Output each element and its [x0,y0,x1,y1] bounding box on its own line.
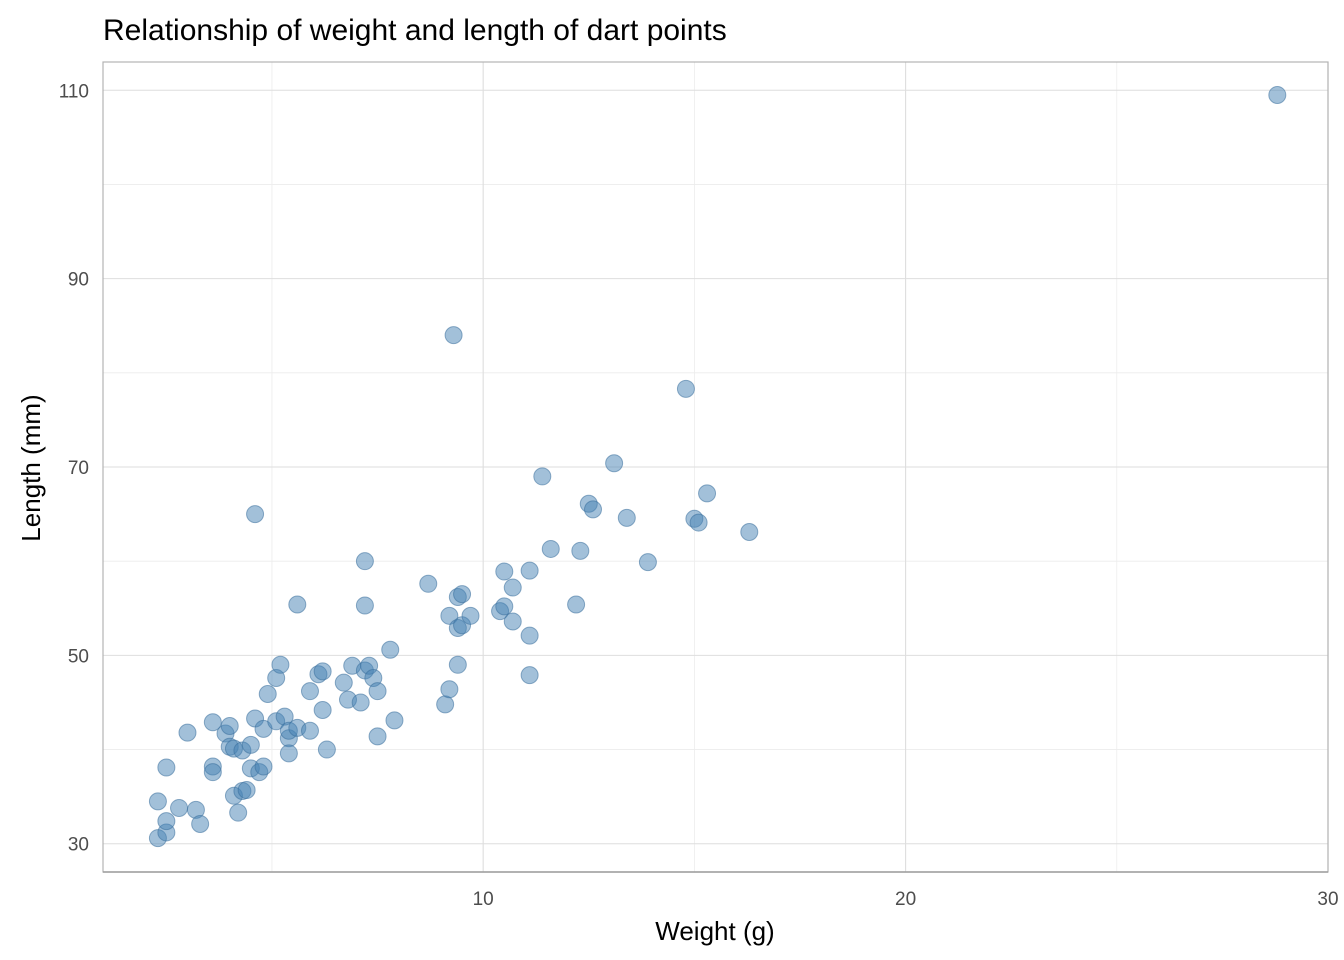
data-point-50 [355,596,374,615]
data-point-47 [351,693,370,712]
data-point-43 [317,740,336,759]
data-point-81 [584,500,602,519]
x-tick-label-20: 20 [895,889,916,910]
data-point-31 [271,655,290,674]
data-point-82 [605,454,624,473]
minor-gridlines [103,62,1328,872]
data-point-73 [520,561,539,580]
data-point-66 [453,585,472,604]
data-point-70 [495,562,514,581]
data-point-42 [313,701,332,719]
data-point-60 [440,606,459,625]
data-point-44 [334,673,353,692]
data-point-3 [148,792,167,811]
data-point-71 [503,578,522,597]
data-point-75 [520,666,539,685]
y-axis-title: Length (mm) [16,394,46,541]
data-point-34 [279,744,298,763]
data-point-26 [254,757,273,776]
data-point-89 [740,522,759,541]
data-point-20 [237,781,256,800]
data-point-38 [300,682,319,701]
y-tick-label-90: 90 [68,270,89,291]
data-point-56 [385,711,404,730]
data-point-8 [178,723,197,742]
data-point-17 [229,803,248,822]
data-point-49 [355,552,374,571]
data-point-88 [698,484,717,503]
data-point-5 [170,798,189,817]
data-point-57 [419,574,438,593]
data-point-58 [436,695,455,714]
data-point-39 [300,721,319,740]
data-point-74 [520,626,539,645]
data-point-85 [676,379,695,398]
data-point-90 [1268,85,1287,104]
data-point-84 [638,553,657,572]
data-point-76 [533,467,552,486]
data-point-78 [567,595,586,614]
x-axis-title: Weight (g) [655,916,774,946]
data-point-28 [258,684,277,703]
data-point-22 [241,735,260,754]
chart-title: Relationship of weight and length of dar… [103,14,727,47]
data-point-53 [368,682,387,701]
data-point-72 [503,612,522,631]
y-tick-label-70: 70 [68,458,89,479]
y-tick-label-110: 110 [59,81,89,102]
data-point-13 [220,717,239,736]
data-point-79 [571,541,590,560]
y-axis-ticks: 30 50 70 90 110 [59,81,89,855]
data-point-37 [288,595,307,614]
data-point-10 [203,763,222,782]
data-point-11 [203,713,222,732]
y-tick-label-30: 30 [68,835,89,856]
data-point-2 [157,812,176,831]
x-tick-label-30: 30 [1317,889,1338,910]
data-point-77 [541,539,560,558]
x-axis-ticks: 10 20 30 [473,889,1339,910]
data-point-87 [689,513,708,532]
y-tick-label-50: 50 [68,646,89,667]
data-point-4 [157,758,176,777]
data-point-63 [448,655,467,674]
data-points [148,85,1287,848]
data-point-69 [495,597,514,616]
data-point-59 [440,680,459,699]
data-point-83 [617,508,636,527]
data-point-55 [381,640,400,659]
data-point-54 [368,727,387,746]
data-point-7 [191,814,210,833]
data-point-41 [313,662,332,681]
data-point-67 [461,606,480,625]
data-point-61 [444,326,463,345]
x-tick-label-10: 10 [473,889,494,910]
data-point-24 [246,505,265,524]
